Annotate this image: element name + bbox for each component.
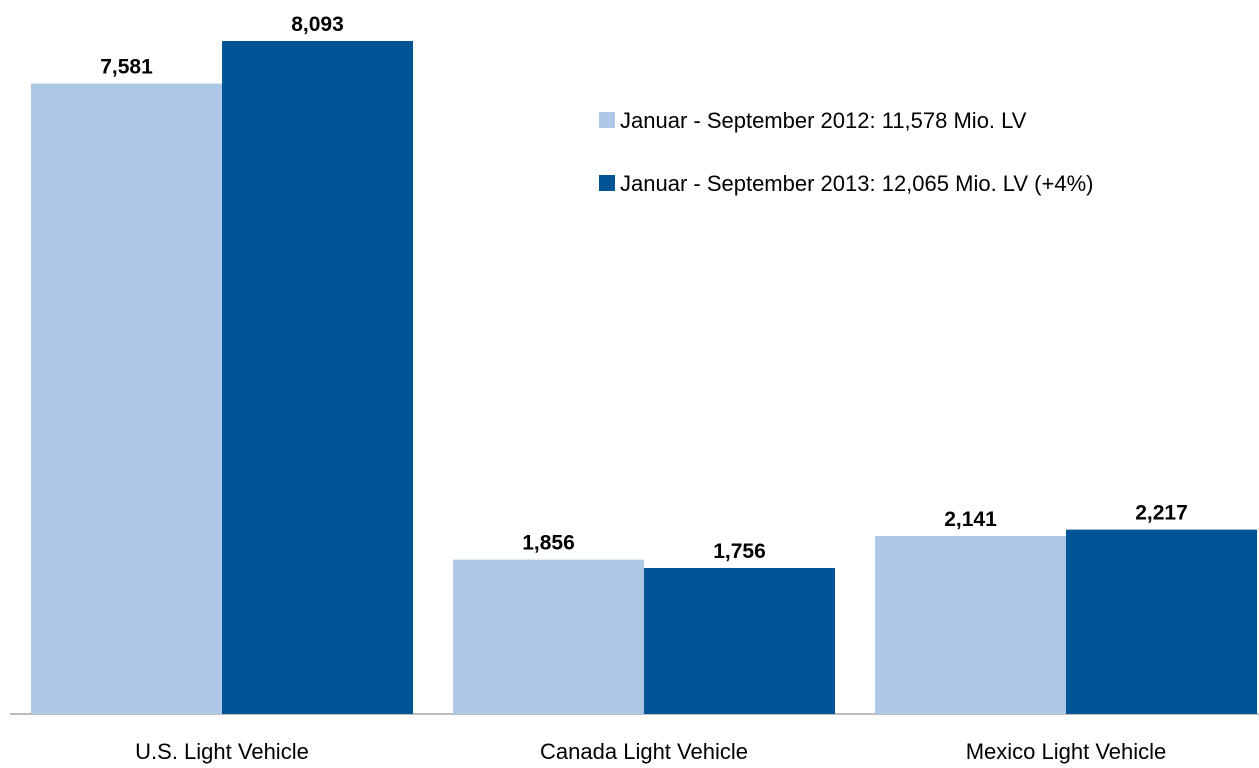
data-label-2-2: 1,756 — [713, 540, 766, 563]
data-label-1-3: 2,141 — [944, 508, 997, 531]
category-labels-group: U.S. Light Vehicle Canada Light Vehicle Me… — [135, 739, 1166, 764]
category-label-1: U.S. Light Vehicle — [135, 739, 309, 764]
bar-1-3 — [875, 535, 1066, 714]
data-label-1-2: 1,856 — [522, 532, 575, 555]
bar-2-3 — [1066, 529, 1257, 714]
category-label-2: Canada Light Vehicle — [540, 739, 748, 764]
data-label-1-1: 7,581 — [100, 56, 153, 79]
legend-label-2: Januar - September 2013: 12,065 Mio. LV … — [620, 171, 1093, 196]
bar-2-2 — [644, 567, 835, 714]
category-label-3: Mexico Light Vehicle — [966, 739, 1167, 764]
data-label-2-1: 8,093 — [291, 13, 344, 36]
legend: Januar - September 2012: 11,578 Mio. LV J… — [599, 108, 1093, 196]
bar-2-1 — [222, 41, 413, 714]
legend-swatch-1 — [599, 112, 615, 128]
bar-1-1 — [31, 83, 222, 715]
legend-swatch-2 — [599, 175, 615, 191]
bars-group — [31, 41, 1257, 715]
bar-1-2 — [453, 559, 644, 714]
data-label-2-3: 2,217 — [1135, 502, 1188, 525]
bar-labels-group: 7,581 8,093 1,856 1,756 2,141 2,217 — [100, 13, 1188, 563]
legend-label-1: Januar - September 2012: 11,578 Mio. LV — [620, 108, 1027, 133]
